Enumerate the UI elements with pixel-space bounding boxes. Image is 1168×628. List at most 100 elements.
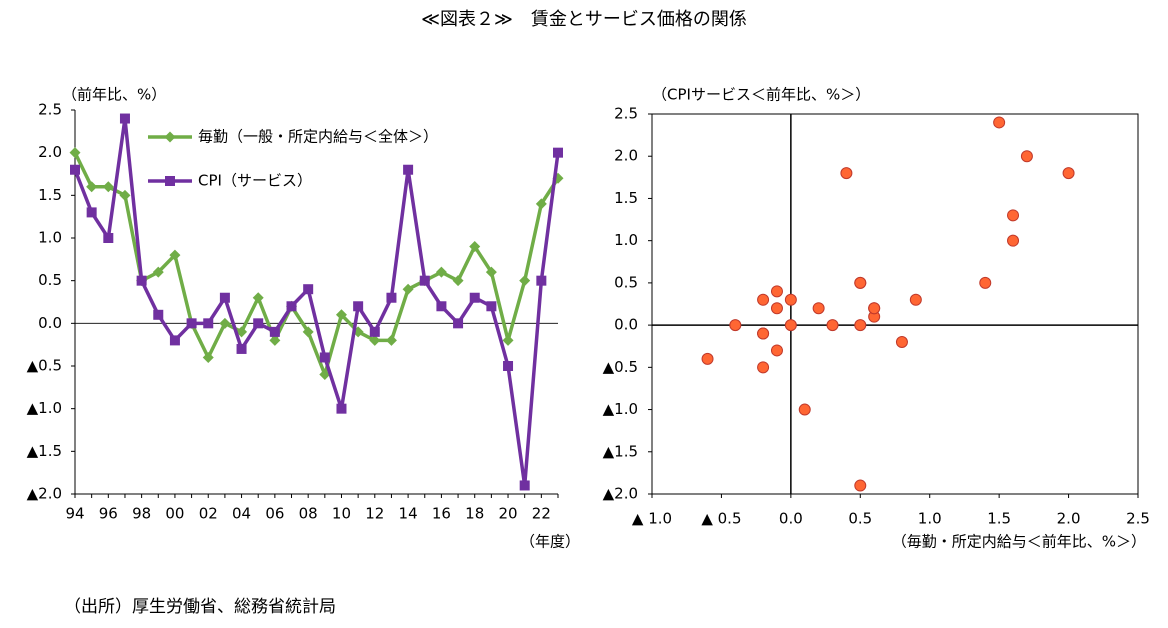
point	[536, 275, 547, 286]
point	[335, 309, 347, 321]
y-tick-label: 0.0	[38, 314, 62, 332]
y-axis-label: （CPIサービス＜前年比、%＞）	[652, 86, 870, 104]
scatter-point	[757, 361, 770, 374]
point	[269, 334, 281, 346]
y-tick-label: ▲0.5	[27, 357, 62, 375]
point	[252, 292, 264, 304]
scatter-point	[979, 276, 992, 289]
y-tick-label: ▲0.5	[603, 358, 638, 376]
x-tick-label: 16	[432, 505, 451, 523]
page-title: ≪図表２≫ 賃金とサービス価格の関係	[421, 9, 747, 30]
point	[385, 334, 397, 346]
x-tick-label: 10	[332, 505, 351, 523]
legend-marker	[165, 176, 175, 186]
legend-marker	[164, 131, 176, 143]
y-tick-label: ▲2.0	[603, 485, 638, 503]
x-tick-label: 18	[465, 505, 484, 523]
point	[136, 275, 147, 286]
series-line	[73, 116, 560, 488]
series-line	[73, 151, 560, 377]
scatter-point	[798, 403, 811, 416]
y-tick-label: 2.5	[38, 101, 62, 119]
scatter-point	[895, 336, 908, 348]
point	[436, 301, 447, 312]
point	[303, 284, 314, 295]
point	[336, 403, 347, 414]
x-tick-label: ▲ 1.0	[632, 510, 672, 528]
legend-label: 毎勤（一般・所定内給与＜全体＞）	[198, 128, 438, 146]
point	[535, 198, 547, 210]
x-tick-label: 22	[532, 505, 551, 523]
point	[203, 318, 214, 329]
point	[269, 326, 280, 337]
x-tick-label: 0.5	[848, 510, 872, 528]
scatter-point	[854, 276, 867, 289]
scatter-point	[826, 319, 839, 332]
scatter-point	[770, 344, 783, 357]
point	[219, 292, 230, 303]
point	[453, 318, 464, 329]
x-axis-label: （年度）	[520, 533, 580, 551]
point	[236, 326, 248, 338]
x-tick-label: 06	[265, 505, 284, 523]
x-tick-label: 12	[365, 505, 384, 523]
y-tick-label: 0.5	[38, 271, 62, 289]
point	[202, 351, 214, 363]
point	[86, 181, 98, 193]
point	[103, 233, 114, 243]
scatter-point	[1007, 209, 1020, 222]
x-tick-label: 04	[232, 505, 251, 523]
point	[70, 164, 80, 175]
point	[519, 275, 531, 287]
y-tick-label: ▲1.5	[603, 442, 638, 460]
point	[486, 301, 497, 312]
scatter-point	[784, 293, 797, 306]
scatter-point	[784, 319, 797, 332]
point	[502, 334, 514, 346]
scatter-point	[1020, 150, 1033, 163]
x-axis-label: （毎勤・所定内給与＜前年比、%＞）	[892, 533, 1146, 551]
legend-label: CPI（サービス）	[198, 172, 312, 190]
point	[169, 249, 181, 261]
point	[503, 361, 514, 371]
point	[236, 343, 247, 354]
source-note: （出所）厚生労働省、総務省統計局	[64, 597, 336, 617]
point	[469, 292, 480, 303]
point	[102, 181, 114, 193]
x-tick-label: 02	[199, 505, 218, 523]
scatter-point	[909, 293, 922, 306]
scatter-point	[1062, 167, 1075, 180]
x-tick-label: 08	[299, 505, 318, 523]
y-tick-label: 1.5	[38, 186, 62, 204]
y-tick-label: 0.0	[614, 316, 638, 334]
point	[119, 113, 130, 124]
y-tick-label: ▲1.0	[603, 400, 638, 418]
x-tick-label: 1.5	[987, 510, 1011, 528]
y-tick-label: ▲1.0	[27, 399, 62, 417]
y-tick-label: 2.5	[614, 105, 638, 123]
point	[353, 301, 364, 312]
scatter-point	[854, 479, 867, 492]
point	[169, 335, 180, 346]
y-tick-label: ▲1.5	[27, 442, 62, 460]
scatter-point	[993, 116, 1006, 129]
point	[386, 292, 397, 303]
scatter-point	[840, 167, 853, 180]
scatter-point	[1007, 234, 1020, 247]
point	[452, 275, 464, 287]
x-tick-label: 0.0	[779, 510, 803, 528]
x-tick-label: ▲ 0.5	[701, 510, 741, 528]
point	[319, 352, 330, 363]
scatter-point	[701, 352, 714, 365]
point	[403, 164, 414, 175]
scatter-point	[757, 327, 770, 340]
point	[419, 275, 430, 286]
y-tick-label: ▲2.0	[27, 485, 62, 503]
scatter-point	[770, 302, 783, 315]
x-tick-label: 14	[399, 505, 418, 523]
x-tick-label: 2.0	[1057, 510, 1081, 528]
point	[519, 480, 530, 491]
point	[153, 309, 164, 320]
scatter-point	[854, 319, 867, 332]
